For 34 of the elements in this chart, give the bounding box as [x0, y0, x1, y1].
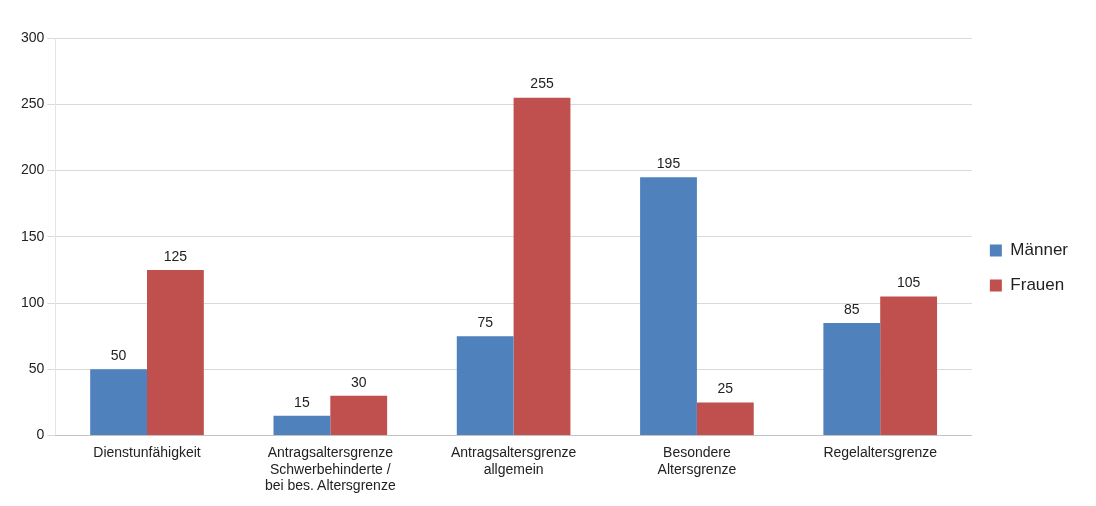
y-tick-label: 50 [28, 360, 45, 377]
bar [696, 402, 754, 436]
data-label: 25 [717, 380, 734, 397]
x-tick-label: Antragsaltersgrenze allgemein [450, 443, 577, 477]
data-label: 30 [350, 373, 367, 390]
bar [456, 336, 514, 436]
legend-label: Männer [1010, 240, 1069, 260]
x-tick-label: Regelaltersgrenze [823, 443, 938, 460]
data-label: 105 [896, 274, 921, 291]
data-label: 195 [656, 155, 681, 172]
x-tick-label: Besondere Altersgrenze [657, 443, 737, 477]
data-label: 50 [110, 347, 127, 364]
bar [880, 296, 938, 436]
bar [640, 177, 697, 436]
bar [513, 97, 571, 436]
x-tick-label: Antragsaltersgrenze Schwerbehinderte / bei bes. Altersgrenze [264, 443, 396, 494]
bar [330, 395, 388, 436]
y-tick-label: 250 [21, 95, 45, 112]
bar [823, 322, 881, 436]
y-tick-label: 100 [21, 293, 45, 310]
data-label: 85 [844, 300, 860, 317]
y-tick-label: 150 [21, 227, 45, 244]
bar [147, 269, 204, 436]
y-tick-label: 0 [36, 426, 45, 443]
data-label: 75 [477, 314, 494, 331]
x-tick-label: Dienstunfähigkeit [93, 443, 201, 460]
data-label: 15 [294, 393, 310, 410]
y-tick-label: 200 [21, 161, 45, 178]
data-label: 255 [530, 75, 554, 92]
bar [90, 369, 148, 436]
data-label: 125 [163, 247, 188, 264]
bar [273, 415, 331, 436]
legend-label: Frauen [1010, 275, 1065, 295]
y-tick-label: 300 [21, 28, 45, 45]
